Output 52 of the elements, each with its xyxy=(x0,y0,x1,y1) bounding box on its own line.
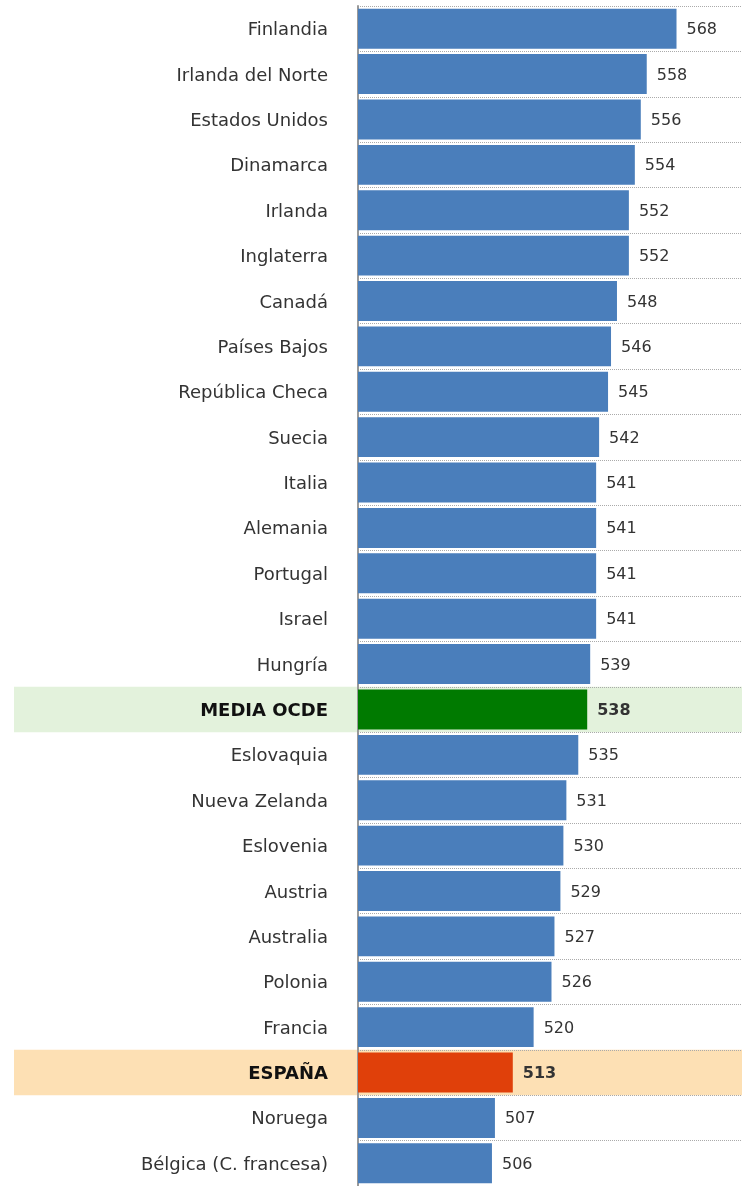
data-label: 554 xyxy=(644,155,676,175)
y-tick-label: Irlanda del Norte xyxy=(176,63,328,85)
y-tick-label: Irlanda xyxy=(265,199,328,221)
data-label: 545 xyxy=(618,382,649,402)
y-tick-label: Eslovenia xyxy=(242,835,328,857)
data-label: 558 xyxy=(656,64,688,84)
y-tick-label: ESPAÑA xyxy=(248,1061,329,1084)
y-tick-label: Dinamarca xyxy=(230,154,328,176)
data-label: 526 xyxy=(561,972,593,992)
data-label: 513 xyxy=(522,1063,557,1083)
y-tick-label: Italia xyxy=(283,472,328,494)
y-tick-label: MEDIA OCDE xyxy=(200,698,328,720)
y-tick-label: Eslovaquia xyxy=(230,744,328,766)
data-label: 541 xyxy=(606,563,637,583)
y-tick-label: Polonia xyxy=(263,971,328,993)
data-label: 529 xyxy=(570,881,601,901)
y-tick-label: Bélgica (C. francesa) xyxy=(140,1152,328,1174)
data-label: 568 xyxy=(686,19,718,39)
data-label: 556 xyxy=(650,109,682,129)
data-label: 552 xyxy=(638,246,670,266)
y-tick-label: Países Bajos xyxy=(217,335,328,357)
y-tick-label: Estados Unidos xyxy=(190,108,328,130)
y-tick-label: Hungría xyxy=(256,653,328,675)
y-tick-label: Francia xyxy=(263,1016,328,1038)
y-tick-label: Israel xyxy=(278,608,328,630)
data-label: 527 xyxy=(564,926,596,946)
y-tick-label: Inglaterra xyxy=(240,245,328,267)
data-label: 539 xyxy=(600,654,631,674)
y-tick-label: Austria xyxy=(264,880,328,902)
y-tick-label: Noruega xyxy=(251,1107,328,1129)
data-label: 507 xyxy=(504,1108,536,1128)
data-label: 538 xyxy=(597,699,631,719)
y-tick-label: República Checa xyxy=(178,381,328,403)
y-tick-label: Nueva Zelanda xyxy=(191,789,328,811)
data-label: 542 xyxy=(609,427,640,447)
y-tick-label: Australia xyxy=(248,925,328,947)
data-label: 541 xyxy=(606,473,637,493)
data-label: 506 xyxy=(501,1153,533,1173)
data-label: 530 xyxy=(573,836,604,856)
y-tick-label: Finlandia xyxy=(247,18,328,40)
data-label: 546 xyxy=(621,336,652,356)
data-label: 531 xyxy=(576,790,607,810)
data-label: 520 xyxy=(543,1017,575,1037)
y-tick-label: Suecia xyxy=(268,426,328,448)
data-label: 541 xyxy=(606,518,637,538)
data-label: 552 xyxy=(638,200,670,220)
y-tick-label: Alemania xyxy=(243,517,328,539)
data-label: 548 xyxy=(626,291,658,311)
y-tick-label: Canadá xyxy=(259,290,328,312)
data-label: 541 xyxy=(606,609,637,629)
data-label: 535 xyxy=(588,745,619,765)
y-tick-label: Portugal xyxy=(253,562,328,584)
